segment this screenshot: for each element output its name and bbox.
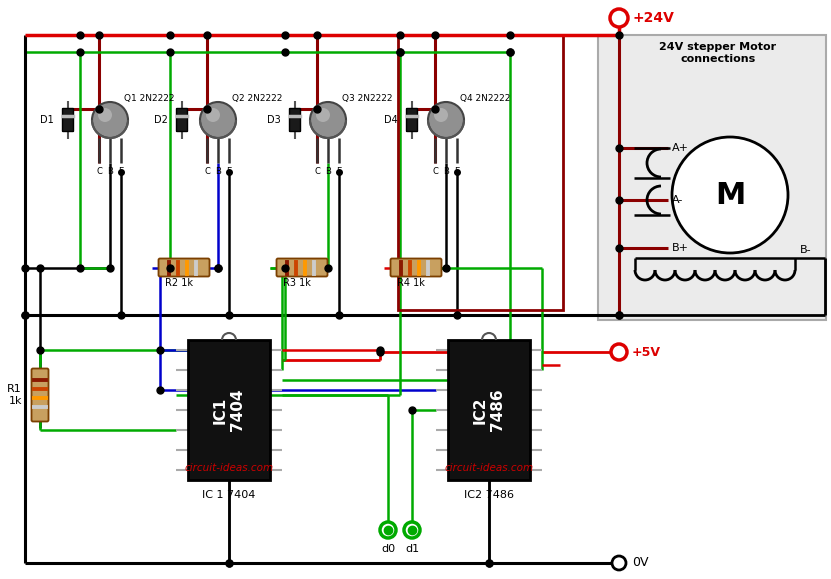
Text: C: C bbox=[96, 167, 102, 177]
FancyBboxPatch shape bbox=[289, 108, 301, 131]
Text: R2 1k: R2 1k bbox=[165, 278, 193, 288]
Circle shape bbox=[206, 108, 220, 122]
Text: d0: d0 bbox=[381, 544, 395, 554]
Circle shape bbox=[310, 102, 346, 138]
FancyBboxPatch shape bbox=[448, 340, 530, 480]
Text: E: E bbox=[226, 167, 232, 177]
Text: D1: D1 bbox=[40, 115, 54, 125]
Text: circuit-ideas.com: circuit-ideas.com bbox=[445, 463, 534, 473]
Text: C: C bbox=[314, 167, 320, 177]
FancyBboxPatch shape bbox=[159, 258, 209, 277]
Text: R4 1k: R4 1k bbox=[397, 278, 425, 288]
Text: C: C bbox=[204, 167, 210, 177]
Circle shape bbox=[200, 102, 236, 138]
Text: Q3 2N2222: Q3 2N2222 bbox=[342, 93, 392, 102]
Circle shape bbox=[316, 108, 330, 122]
Circle shape bbox=[434, 108, 448, 122]
Text: B-: B- bbox=[800, 245, 812, 255]
Text: circuit-ideas.com: circuit-ideas.com bbox=[184, 463, 273, 473]
Text: d1: d1 bbox=[405, 544, 419, 554]
Circle shape bbox=[672, 137, 788, 253]
Text: Q4 2N2222: Q4 2N2222 bbox=[460, 93, 510, 102]
Text: 0V: 0V bbox=[632, 556, 648, 570]
FancyBboxPatch shape bbox=[406, 108, 417, 131]
Circle shape bbox=[611, 344, 627, 360]
Text: A-: A- bbox=[672, 195, 683, 205]
Text: D3: D3 bbox=[268, 115, 281, 125]
Text: IC2 7486: IC2 7486 bbox=[464, 490, 514, 500]
Text: B: B bbox=[107, 167, 113, 177]
Text: IC2
7486: IC2 7486 bbox=[473, 389, 505, 431]
Text: +24V: +24V bbox=[632, 11, 674, 25]
Text: R1
1k: R1 1k bbox=[7, 384, 22, 406]
Circle shape bbox=[612, 556, 626, 570]
Text: E: E bbox=[455, 167, 460, 177]
Circle shape bbox=[404, 522, 420, 538]
Text: E: E bbox=[118, 167, 124, 177]
FancyBboxPatch shape bbox=[62, 108, 73, 131]
Circle shape bbox=[98, 108, 112, 122]
Text: E: E bbox=[337, 167, 342, 177]
Text: R3 1k: R3 1k bbox=[283, 278, 311, 288]
Text: IC 1 7404: IC 1 7404 bbox=[202, 490, 256, 500]
FancyBboxPatch shape bbox=[32, 368, 48, 422]
Text: Q1 2N2222: Q1 2N2222 bbox=[124, 93, 175, 102]
Text: M: M bbox=[715, 181, 745, 210]
Circle shape bbox=[380, 522, 396, 538]
FancyBboxPatch shape bbox=[277, 258, 327, 277]
Text: 24V stepper Motor
connections: 24V stepper Motor connections bbox=[660, 42, 776, 64]
Text: IC1
7404: IC1 7404 bbox=[213, 389, 245, 431]
Text: B: B bbox=[215, 167, 221, 177]
Text: C: C bbox=[432, 167, 438, 177]
Text: B+: B+ bbox=[672, 243, 689, 253]
Text: A+: A+ bbox=[672, 143, 689, 153]
FancyBboxPatch shape bbox=[176, 108, 188, 131]
FancyBboxPatch shape bbox=[188, 340, 270, 480]
Text: Q2 2N2222: Q2 2N2222 bbox=[232, 93, 283, 102]
Text: D4: D4 bbox=[384, 115, 398, 125]
FancyBboxPatch shape bbox=[391, 258, 441, 277]
Circle shape bbox=[92, 102, 128, 138]
Text: +5V: +5V bbox=[632, 346, 661, 358]
Text: B: B bbox=[443, 167, 449, 177]
Circle shape bbox=[428, 102, 464, 138]
Text: D2: D2 bbox=[154, 115, 168, 125]
FancyBboxPatch shape bbox=[598, 35, 826, 320]
Text: B: B bbox=[325, 167, 331, 177]
Circle shape bbox=[610, 9, 628, 27]
